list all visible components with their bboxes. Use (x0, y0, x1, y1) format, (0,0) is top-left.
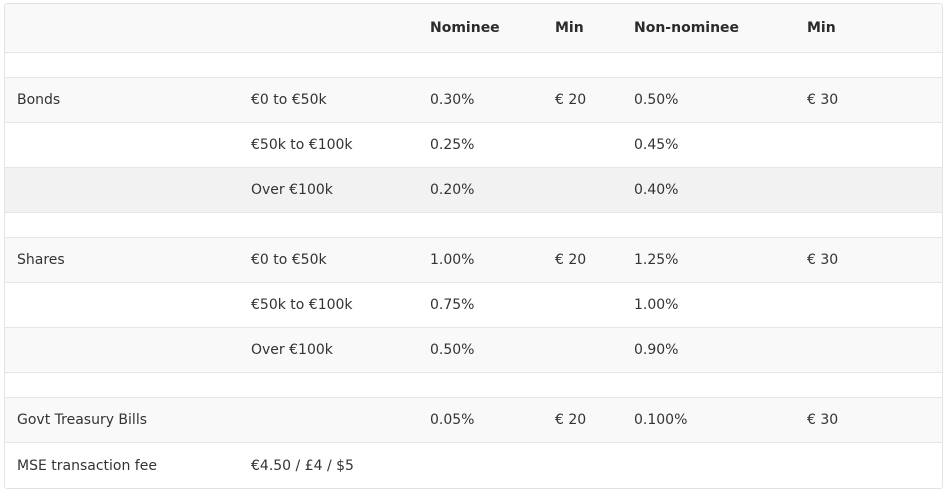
nominee-rate-cell: 1.00% (430, 252, 475, 268)
range-cell: €4.50 / £4 / $5 (251, 457, 354, 474)
non-nominee-min-cell: € 30 (807, 252, 839, 268)
spacer-row (5, 53, 942, 78)
spacer-row (5, 373, 942, 398)
nominee-min-cell: € 20 (555, 92, 587, 108)
non-nominee-rate-cell: 0.40% (634, 182, 679, 198)
nominee-rate-cell: 0.20% (430, 182, 475, 198)
spacer-row (5, 213, 942, 238)
non-nominee-rate-cell: 1.00% (634, 297, 679, 313)
table-header: Nominee Min Non-nominee Min (5, 4, 942, 53)
fee-table: Nominee Min Non-nominee Min Bonds €0 to … (4, 3, 943, 489)
non-nominee-min-cell: € 30 (807, 92, 839, 108)
range-cell: Over €100k (251, 342, 333, 358)
table-row: Bonds €0 to €50k 0.30% € 20 0.50% € 30 (5, 78, 942, 123)
nominee-rate-cell: 0.50% (430, 342, 475, 358)
range-cell: €0 to €50k (251, 252, 327, 268)
nominee-rate-cell: 0.30% (430, 92, 475, 108)
header-min: Min (807, 20, 836, 36)
category-cell: MSE transaction fee (17, 457, 157, 474)
range-cell: €50k to €100k (251, 137, 353, 153)
table-row: Over €100k 0.20% 0.40% (5, 168, 942, 213)
table-row: €50k to €100k 0.25% 0.45% (5, 123, 942, 168)
range-cell: €0 to €50k (251, 92, 327, 108)
category-cell: Govt Treasury Bills (17, 412, 147, 428)
non-nominee-rate-cell: 1.25% (634, 252, 679, 268)
header-nominee: Nominee (430, 20, 500, 36)
non-nominee-rate-cell: 0.50% (634, 92, 679, 108)
range-cell: Over €100k (251, 182, 333, 198)
table-row: Govt Treasury Bills 0.05% € 20 0.100% € … (5, 398, 942, 443)
table-row: MSE transaction fee €4.50 / £4 / $5 (5, 443, 942, 488)
table-row: €50k to €100k 0.75% 1.00% (5, 283, 942, 328)
range-cell: €50k to €100k (251, 297, 353, 313)
table-row: Over €100k 0.50% 0.90% (5, 328, 942, 373)
category-cell: Bonds (17, 92, 61, 108)
non-nominee-rate-cell: 0.90% (634, 342, 679, 358)
nominee-rate-cell: 0.25% (430, 137, 475, 153)
category-cell: Shares (17, 252, 65, 268)
header-non-nominee: Non-nominee (634, 20, 740, 36)
nominee-min-cell: € 20 (555, 252, 587, 268)
non-nominee-min-cell: € 30 (807, 412, 839, 428)
nominee-rate-cell: 0.05% (430, 412, 475, 428)
nominee-rate-cell: 0.75% (430, 297, 475, 313)
non-nominee-rate-cell: 0.100% (634, 412, 688, 428)
non-nominee-rate-cell: 0.45% (634, 137, 679, 153)
table-row: Shares €0 to €50k 1.00% € 20 1.25% € 30 (5, 238, 942, 283)
nominee-min-cell: € 20 (555, 412, 587, 428)
header-min: Min (555, 20, 584, 36)
